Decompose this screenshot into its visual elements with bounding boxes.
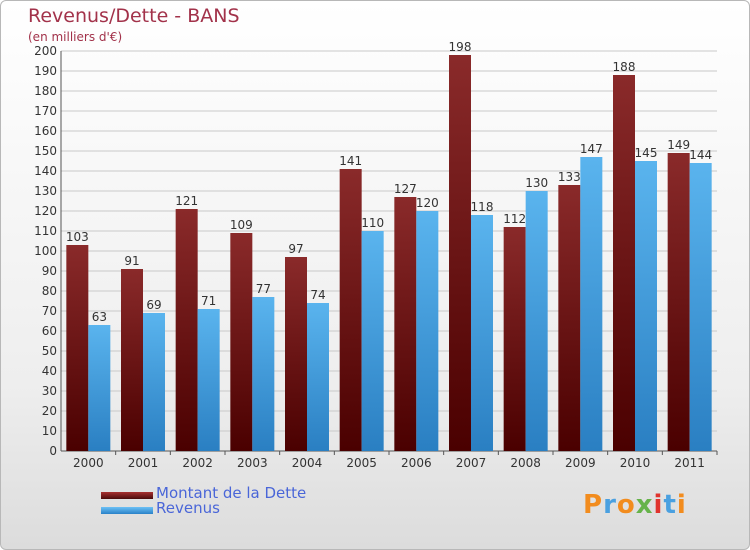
x-tick-label: 2011	[674, 456, 705, 470]
debt-bar	[285, 257, 307, 451]
revenue-bar	[471, 215, 493, 451]
logo-letter: i	[653, 490, 664, 520]
debt-bar	[667, 153, 690, 451]
x-tick-label: 2001	[128, 456, 159, 470]
revenue-value-label: 69	[146, 298, 161, 312]
debt-bar	[558, 185, 581, 451]
revenue-value-label: 118	[471, 200, 494, 214]
debt-value-label: 198	[449, 40, 472, 54]
revenue-value-label: 147	[580, 142, 603, 156]
y-tick-label: 160	[34, 124, 57, 138]
revenue-bar	[635, 161, 657, 451]
revenue-value-label: 110	[361, 216, 384, 230]
y-tick-label: 110	[34, 224, 57, 238]
y-tick-label: 100	[34, 244, 57, 258]
debt-bar	[613, 75, 635, 451]
legend-label-debt: Montant de la Dette	[156, 484, 307, 502]
revenue-value-label: 74	[310, 288, 325, 302]
revenue-bar	[197, 309, 220, 451]
revenue-value-label: 130	[525, 176, 548, 190]
x-tick-label: 2002	[182, 456, 213, 470]
x-tick-label: 2009	[565, 456, 596, 470]
x-tick-label: 2004	[292, 456, 323, 470]
revenue-value-label: 63	[92, 310, 107, 324]
revenue-bar	[580, 157, 603, 451]
revenue-bar	[361, 231, 384, 451]
x-tick-label: 2005	[346, 456, 377, 470]
debt-bar	[449, 55, 471, 451]
debt-bar	[66, 245, 89, 451]
debt-bar	[121, 269, 143, 451]
debt-bar	[175, 209, 198, 451]
logo-letter: i	[676, 490, 687, 520]
x-tick-label: 2003	[237, 456, 268, 470]
logo-letter: t	[663, 490, 677, 520]
y-tick-label: 190	[34, 64, 57, 78]
debt-value-label: 133	[558, 170, 581, 184]
revenue-bar	[525, 191, 548, 451]
revenue-value-label: 120	[416, 196, 439, 210]
debt-value-label: 103	[66, 230, 89, 244]
y-tick-label: 20	[42, 404, 57, 418]
legend-label-revenue: Revenus	[156, 499, 220, 517]
proxiti-logo: Proxiti	[583, 490, 687, 520]
x-tick-label: 2000	[73, 456, 104, 470]
debt-bar	[230, 233, 253, 451]
debt-bar	[339, 169, 362, 451]
x-tick-label: 2010	[620, 456, 651, 470]
y-tick-label: 10	[42, 424, 57, 438]
y-tick-label: 60	[42, 324, 57, 338]
y-tick-label: 50	[42, 344, 57, 358]
revenue-value-label: 71	[201, 294, 216, 308]
y-tick-label: 30	[42, 384, 57, 398]
chart-title: Revenus/Dette - BANS	[28, 5, 240, 27]
legend-swatch-revenue	[101, 507, 153, 514]
revenue-value-label: 77	[256, 282, 271, 296]
y-tick-label: 120	[34, 204, 57, 218]
x-tick-label: 2008	[510, 456, 541, 470]
x-tick-label: 2007	[456, 456, 487, 470]
revenue-bar	[143, 313, 165, 451]
revenue-bar	[689, 163, 712, 451]
debt-value-label: 149	[667, 138, 690, 152]
debt-value-label: 112	[503, 212, 526, 226]
revenue-bar	[307, 303, 329, 451]
debt-value-label: 188	[613, 60, 636, 74]
y-tick-label: 150	[34, 144, 57, 158]
revenue-bar	[416, 211, 439, 451]
logo-letter: r	[603, 490, 617, 520]
debt-value-label: 127	[394, 182, 417, 196]
debt-bar	[503, 227, 526, 451]
y-tick-label: 0	[49, 444, 57, 458]
logo-letter: o	[616, 490, 636, 520]
y-tick-label: 170	[34, 104, 57, 118]
x-tick-label: 2006	[401, 456, 432, 470]
debt-bar	[394, 197, 417, 451]
legend-swatch-debt	[101, 492, 153, 499]
revenue-bar	[88, 325, 111, 451]
y-tick-label: 200	[34, 44, 57, 58]
debt-value-label: 91	[124, 254, 139, 268]
debt-value-label: 121	[175, 194, 198, 208]
debt-value-label: 141	[339, 154, 362, 168]
debt-value-label: 97	[288, 242, 303, 256]
y-tick-label: 40	[42, 364, 57, 378]
y-tick-label: 180	[34, 84, 57, 98]
y-tick-label: 80	[42, 284, 57, 298]
debt-value-label: 109	[230, 218, 253, 232]
logo-letter: x	[635, 490, 654, 520]
y-tick-label: 90	[42, 264, 57, 278]
y-tick-label: 130	[34, 184, 57, 198]
y-tick-label: 70	[42, 304, 57, 318]
revenue-value-label: 144	[689, 148, 712, 162]
y-tick-label: 140	[34, 164, 57, 178]
logo-letter: P	[583, 490, 604, 520]
revenue-value-label: 145	[635, 146, 658, 160]
chart-subtitle: (en milliers d'€)	[28, 30, 123, 44]
revenue-bar	[252, 297, 275, 451]
